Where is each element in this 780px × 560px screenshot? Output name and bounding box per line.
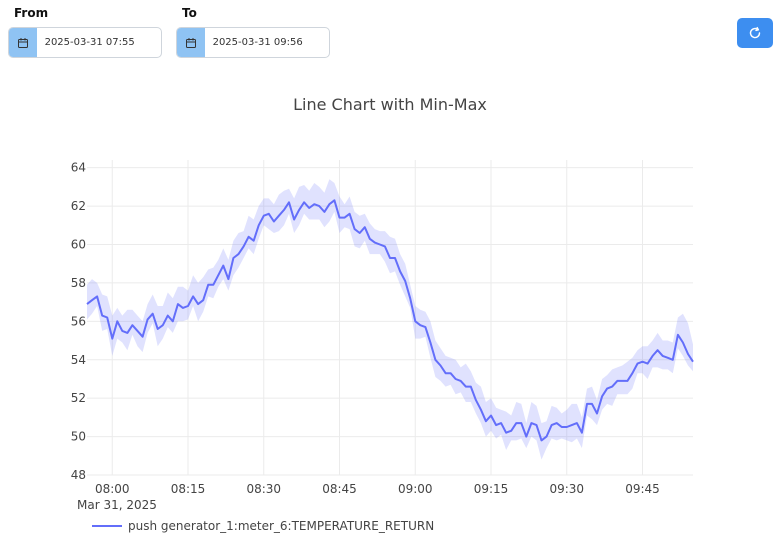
y-tick-label: 58 [71, 276, 86, 290]
from-label: From [14, 6, 49, 20]
from-date-field[interactable] [8, 27, 162, 58]
x-tick-label: 08:00 [95, 482, 130, 496]
to-date-field[interactable] [176, 27, 330, 58]
y-tick-label: 50 [71, 430, 86, 444]
y-tick-label: 54 [71, 353, 86, 367]
calendar-icon[interactable] [177, 28, 205, 57]
x-tick-label: 09:30 [549, 482, 584, 496]
y-tick-label: 64 [71, 161, 86, 175]
y-tick-label: 52 [71, 391, 86, 405]
to-label: To [182, 6, 197, 20]
refresh-button[interactable] [737, 18, 773, 48]
x-tick-label: 09:45 [625, 482, 660, 496]
x-tick-label: 09:15 [474, 482, 509, 496]
y-tick-label: 48 [71, 468, 86, 482]
y-tick-label: 56 [71, 314, 86, 328]
x-tick-label: 09:00 [398, 482, 433, 496]
grid-lines [87, 160, 693, 476]
min-max-band-layer [87, 179, 693, 460]
x-tick-label: 08:45 [322, 482, 357, 496]
from-date-input[interactable] [36, 28, 161, 57]
to-date-input[interactable] [204, 28, 329, 57]
y-tick-label: 62 [71, 199, 86, 213]
legend[interactable]: push generator_1:meter_6:TEMPERATURE_RET… [92, 519, 434, 533]
series-line [86, 199, 694, 442]
series-line-layer [86, 199, 694, 442]
calendar-icon[interactable] [9, 28, 37, 57]
y-axis: 48 50 52 54 56 58 60 62 64 [71, 161, 86, 482]
refresh-icon [749, 26, 761, 39]
min-max-band [87, 179, 693, 460]
x-tick-label: 08:15 [171, 482, 206, 496]
x-tick-label: 08:30 [246, 482, 281, 496]
y-tick-label: 60 [71, 238, 86, 252]
x-axis: 08:00 08:15 08:30 08:45 09:00 09:15 09:30 09:45 [95, 482, 660, 496]
legend-label: push generator_1:meter_6:TEMPERATURE_RET… [128, 519, 434, 533]
chart-title: Line Chart with Min-Max [293, 95, 487, 114]
x-date-caption: Mar 31, 2025 [77, 498, 157, 512]
